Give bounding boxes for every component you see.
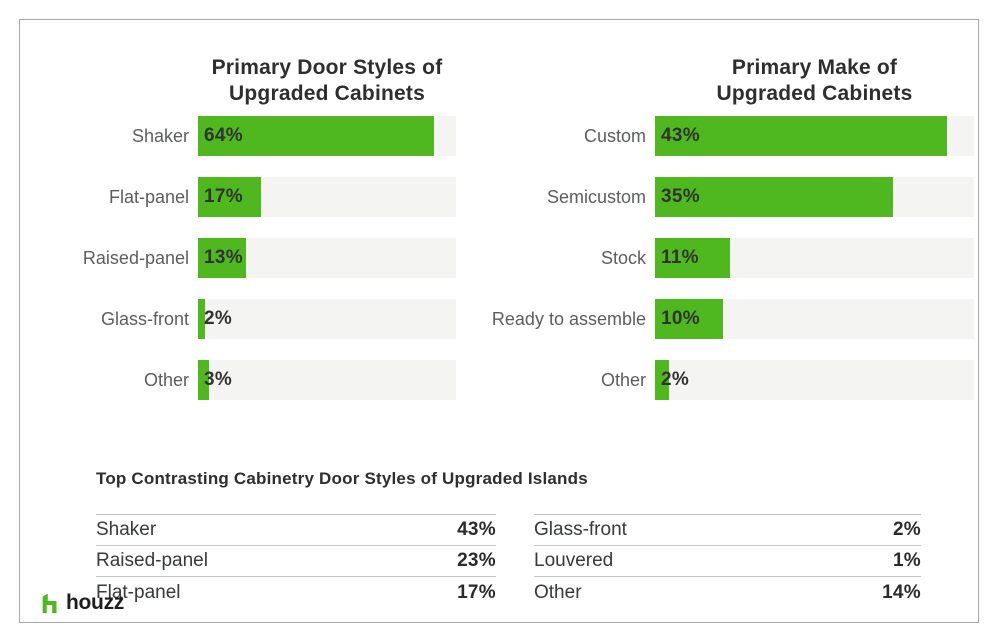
bar-track: 17% (198, 177, 456, 217)
table-row-label: Raised-panel (96, 550, 208, 571)
islands-table-left: Shaker 43% Raised-panel 23% Flat-panel 1… (96, 514, 496, 608)
bar-row-glass-front: Glass-front 2% (39, 299, 456, 339)
bar-label: Flat-panel (108, 186, 189, 207)
bar-value-label: 35% (661, 186, 700, 207)
table-row-value: 23% (457, 550, 496, 571)
bar-fill (655, 238, 730, 278)
bar-row-other: Other 3% (39, 360, 456, 400)
bar-fill (198, 116, 434, 156)
bar-value-label: 2% (204, 308, 233, 329)
table-row: Raised-panel 23% (96, 546, 496, 577)
bar-track: 2% (198, 299, 456, 339)
chart-title-line2: Upgraded Cabinets (716, 82, 913, 105)
bar-value-label: 64% (204, 125, 243, 146)
table-row: Louvered 1% (534, 546, 921, 577)
table-row-value: 43% (457, 519, 496, 540)
bar-row-semicustom: Semicustom 35% (473, 177, 974, 217)
bar-value-label: 43% (661, 125, 700, 146)
bar-track: 13% (198, 238, 456, 278)
bar-fill (655, 116, 947, 156)
bar-value-label: 13% (204, 247, 243, 268)
bar-fill (198, 238, 246, 278)
bar-label: Stock (600, 247, 646, 268)
bar-row-shaker: Shaker 64% (39, 116, 456, 156)
table-row: Glass-front 2% (534, 515, 921, 546)
bar-label: Other (143, 369, 189, 390)
bar-value-label: 2% (661, 369, 690, 390)
chart-title-line1: Primary Door Styles of (211, 56, 443, 79)
bar-track: 35% (655, 177, 974, 217)
bar-fill (655, 360, 669, 400)
table-row-label: Shaker (96, 519, 157, 540)
bar-fill (655, 177, 893, 217)
bar-value-label: 17% (204, 186, 243, 207)
table-row: Other 14% (534, 577, 921, 608)
chart-title-line2: Upgraded Cabinets (229, 82, 425, 105)
bar-fill (198, 177, 261, 217)
bar-fill (655, 299, 723, 339)
houzz-logo-text: houzz (66, 591, 124, 614)
table-row-label: Flat-panel (96, 581, 181, 603)
bar-value-label: 10% (661, 308, 700, 329)
table-row-value: 2% (892, 519, 921, 540)
table-row: Shaker 43% (96, 515, 496, 546)
bar-track: 64% (198, 116, 456, 156)
table-row: Flat-panel 17% (96, 577, 496, 608)
bar-label: Other (600, 369, 646, 390)
bar-track: 3% (198, 360, 456, 400)
islands-tables: Shaker 43% Raised-panel 23% Flat-panel 1… (96, 514, 938, 608)
table-row-value: 14% (882, 581, 921, 603)
chart-title-make: Primary Make of Upgraded Cabinets (655, 55, 974, 107)
islands-table-section: Top Contrasting Cabinetry Door Styles of… (96, 469, 938, 608)
bar-label: Glass-front (100, 308, 189, 329)
table-row-label: Other (534, 581, 582, 603)
bar-label: Raised-panel (82, 247, 189, 268)
chart-make: Primary Make of Upgraded Cabinets Custom… (473, 55, 974, 421)
islands-table-title: Top Contrasting Cabinetry Door Styles of… (96, 469, 588, 488)
bar-track: 43% (655, 116, 974, 156)
bar-value-label: 3% (204, 369, 233, 390)
chart-title-line1: Primary Make of (731, 56, 898, 79)
chart-door-styles: Primary Door Styles of Upgraded Cabinets… (39, 55, 456, 421)
bar-label: Shaker (131, 125, 189, 146)
bar-row-custom: Custom 43% (473, 116, 974, 156)
bar-row-flat-panel: Flat-panel 17% (39, 177, 456, 217)
bar-label: Custom (583, 125, 646, 146)
table-row-label: Louvered (534, 550, 614, 571)
bar-label: Semicustom (546, 186, 646, 207)
bar-row-raised-panel: Raised-panel 13% (39, 238, 456, 278)
bar-track: 2% (655, 360, 974, 400)
charts-section: Primary Door Styles of Upgraded Cabinets… (20, 55, 978, 421)
bar-row-ready-to-assemble: Ready to assemble 10% (473, 299, 974, 339)
bar-track: 10% (655, 299, 974, 339)
bar-row-stock: Stock 11% (473, 238, 974, 278)
islands-table-right: Glass-front 2% Louvered 1% Other 14% (534, 514, 921, 608)
chart-title-door-styles: Primary Door Styles of Upgraded Cabinets (198, 55, 456, 107)
bar-row-other: Other 2% (473, 360, 974, 400)
table-row-value: 1% (892, 550, 921, 571)
infographic-card: Primary Door Styles of Upgraded Cabinets… (19, 19, 979, 623)
bar-track: 11% (655, 238, 974, 278)
bar-value-label: 11% (661, 247, 699, 268)
bar-fill (198, 299, 206, 339)
bar-fill (198, 360, 210, 400)
footer-brand: houzz (41, 591, 124, 615)
table-row-label: Glass-front (534, 519, 627, 540)
bar-label: Ready to assemble (491, 308, 646, 329)
table-row-value: 17% (457, 581, 496, 603)
houzz-logo-icon (42, 593, 57, 613)
